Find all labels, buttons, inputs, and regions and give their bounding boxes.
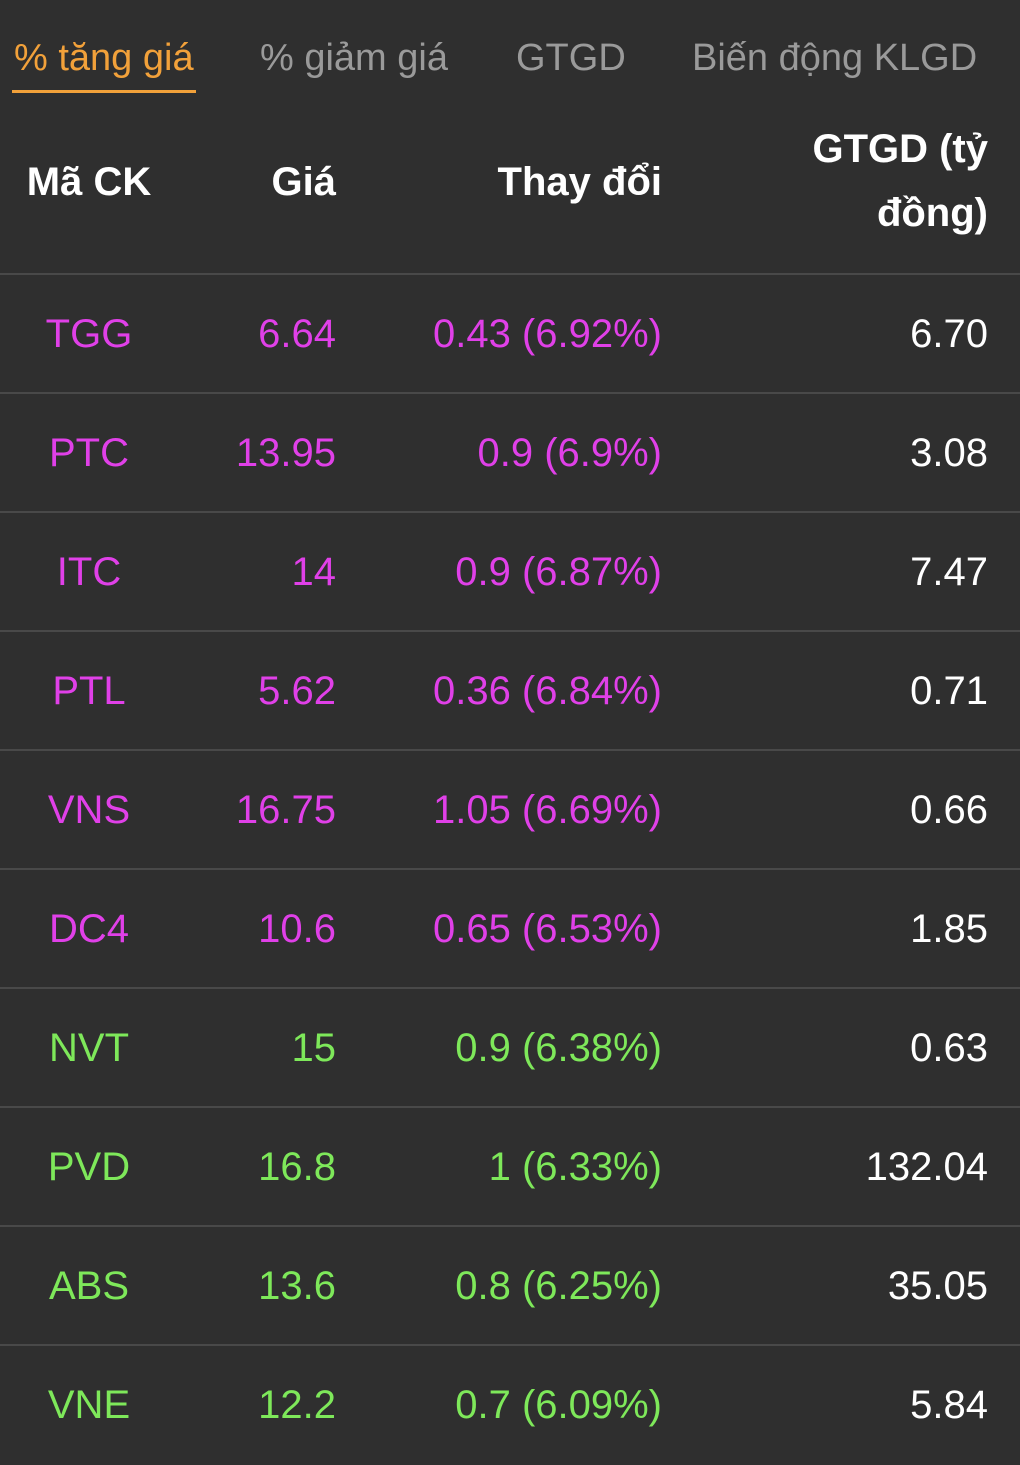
- stock-trading-value: 1.85: [910, 907, 988, 951]
- header-divider: [0, 273, 1020, 275]
- tab-price-decrease[interactable]: % giảm giá: [260, 37, 448, 79]
- header-value-line1: GTGD (tỷ: [812, 127, 988, 171]
- table-row[interactable]: PTL 5.62 0.36 (6.84%) 0.71: [0, 632, 1020, 751]
- row-divider: [0, 1344, 1020, 1346]
- stock-price: 13.95: [235, 431, 336, 475]
- stock-trading-value: 6.70: [910, 312, 988, 356]
- stock-price: 10.6: [258, 907, 336, 951]
- row-divider: [0, 1225, 1020, 1227]
- stock-change: 0.65 (6.53%): [432, 907, 662, 951]
- stock-trading-value: 132.04: [865, 1145, 988, 1189]
- tab-trading-value[interactable]: GTGD: [516, 37, 626, 79]
- stock-code: TGG: [45, 312, 133, 356]
- stock-change: 1 (6.33%): [488, 1145, 662, 1189]
- stock-trading-value: 35.05: [887, 1264, 988, 1308]
- stock-trading-value: 3.08: [910, 431, 988, 475]
- stock-change: 0.9 (6.9%): [477, 431, 662, 475]
- stock-trading-value: 0.66: [910, 788, 988, 832]
- row-divider: [0, 868, 1020, 870]
- row-divider: [0, 392, 1020, 394]
- stock-price: 6.64: [258, 312, 336, 356]
- row-divider: [0, 749, 1020, 751]
- stock-price: 16.75: [235, 788, 336, 832]
- stock-change: 0.9 (6.87%): [455, 550, 662, 594]
- stock-code: VNS: [47, 788, 131, 832]
- row-divider: [0, 630, 1020, 632]
- stock-change: 1.05 (6.69%): [432, 788, 662, 832]
- table-row[interactable]: NVT 15 0.9 (6.38%) 0.63: [0, 989, 1020, 1108]
- stock-code: PTL: [52, 669, 126, 713]
- stock-change: 0.7 (6.09%): [455, 1383, 662, 1427]
- table-row[interactable]: PTC 13.95 0.9 (6.9%) 3.08: [0, 394, 1020, 513]
- tab-volume-change[interactable]: Biến động KLGD: [692, 37, 978, 79]
- stock-trading-value: 0.71: [910, 669, 988, 713]
- stock-code: PTC: [49, 431, 129, 475]
- stock-price: 12.2: [258, 1383, 336, 1427]
- stock-code: ABS: [48, 1264, 130, 1308]
- tab-price-increase[interactable]: % tăng giá: [14, 37, 194, 79]
- stock-trading-value: 7.47: [910, 550, 988, 594]
- header-code: Mã CK: [26, 160, 152, 204]
- stock-change: 0.8 (6.25%): [455, 1264, 662, 1308]
- tab-bar: % tăng giá % giảm giá GTGD Biến động KLG…: [0, 0, 1020, 100]
- stock-code: VNE: [47, 1383, 131, 1427]
- stock-trading-value: 5.84: [910, 1383, 988, 1427]
- table-row[interactable]: VNS 16.75 1.05 (6.69%) 0.66: [0, 751, 1020, 870]
- stock-price: 5.62: [258, 669, 336, 713]
- stock-change: 0.43 (6.92%): [432, 312, 662, 356]
- table-row[interactable]: ITC 14 0.9 (6.87%) 7.47: [0, 513, 1020, 632]
- stock-price: 16.8: [258, 1145, 336, 1189]
- table-row[interactable]: VNE 12.2 0.7 (6.09%) 5.84: [0, 1346, 1020, 1465]
- stock-code: PVD: [47, 1145, 131, 1189]
- stock-change: 0.36 (6.84%): [432, 669, 662, 713]
- header-price: Giá: [271, 160, 336, 204]
- table-row[interactable]: PVD 16.8 1 (6.33%) 132.04: [0, 1108, 1020, 1227]
- row-divider: [0, 987, 1020, 989]
- table-row[interactable]: ABS 13.6 0.8 (6.25%) 35.05: [0, 1227, 1020, 1346]
- header-change: Thay đổi: [497, 160, 662, 204]
- row-divider: [0, 1106, 1020, 1108]
- active-tab-underline: [12, 90, 196, 93]
- stock-code: DC4: [48, 907, 130, 951]
- stock-change: 0.9 (6.38%): [455, 1026, 662, 1070]
- stock-price: 13.6: [258, 1264, 336, 1308]
- stock-price: 14: [291, 550, 337, 594]
- row-divider: [0, 511, 1020, 513]
- stock-price: 15: [291, 1026, 337, 1070]
- stock-code: ITC: [56, 550, 122, 594]
- table-header: Mã CK Giá Thay đổi GTGD (tỷ đồng): [0, 100, 1020, 274]
- stock-code: NVT: [49, 1026, 129, 1070]
- header-value-line2: đồng): [876, 191, 988, 235]
- table-row[interactable]: DC4 10.6 0.65 (6.53%) 1.85: [0, 870, 1020, 989]
- table-row[interactable]: TGG 6.64 0.43 (6.92%) 6.70: [0, 275, 1020, 394]
- stock-trading-value: 0.63: [910, 1026, 988, 1070]
